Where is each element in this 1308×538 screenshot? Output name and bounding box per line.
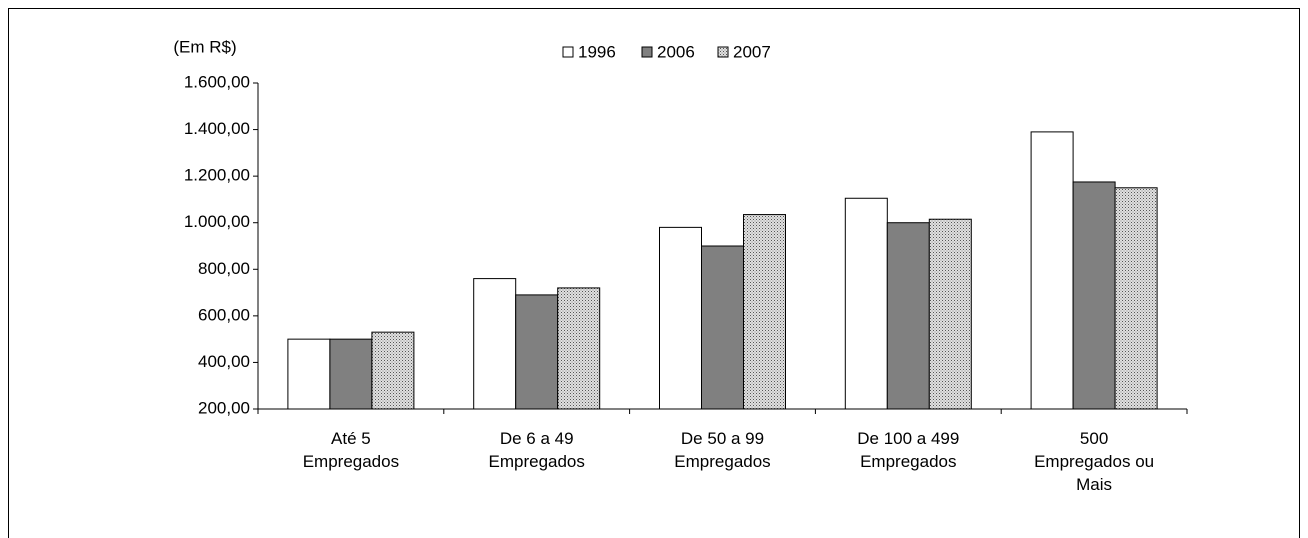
x-tick-label: De 50 a 99 Empregados xyxy=(674,429,770,471)
bar xyxy=(886,222,930,410)
y-tick-label: 1.200,00 xyxy=(184,166,250,185)
bar xyxy=(329,338,373,410)
legend-swatch xyxy=(641,46,653,58)
y-tick-label: 1.400,00 xyxy=(184,119,250,138)
y-tick-label: 800,00 xyxy=(198,259,250,278)
bar xyxy=(473,278,517,410)
bar xyxy=(287,338,331,410)
y-axis-label: (Em R$) xyxy=(173,37,236,56)
y-tick-label: 1.600,00 xyxy=(184,72,250,91)
bar xyxy=(515,294,559,410)
frame xyxy=(8,8,1300,538)
x-tick-label: 500 Empregados ou Mais xyxy=(1034,429,1154,494)
bar xyxy=(1030,131,1074,410)
bar xyxy=(928,218,972,410)
bar xyxy=(557,287,601,410)
legend-swatch xyxy=(717,46,729,58)
y-tick-label: 200,00 xyxy=(198,398,250,417)
bar xyxy=(371,331,415,410)
bar xyxy=(1072,181,1116,410)
x-tick-label: Até 5 Empregados xyxy=(303,429,399,471)
legend-swatch xyxy=(562,46,574,58)
legend-label: 2007 xyxy=(733,42,771,61)
x-tick-label: De 100 a 499 Empregados xyxy=(857,429,959,471)
y-tick-label: 400,00 xyxy=(198,352,250,371)
y-tick-label: 1.000,00 xyxy=(184,212,250,231)
bar xyxy=(1114,187,1158,410)
y-tick-label: 600,00 xyxy=(198,305,250,324)
legend-label: 2006 xyxy=(657,42,695,61)
x-tick-label: De 6 a 49 Empregados xyxy=(489,429,585,471)
bar xyxy=(844,197,888,410)
bar xyxy=(743,214,786,410)
legend-label: 1996 xyxy=(578,42,616,61)
bar xyxy=(659,226,702,410)
bar xyxy=(701,245,744,410)
